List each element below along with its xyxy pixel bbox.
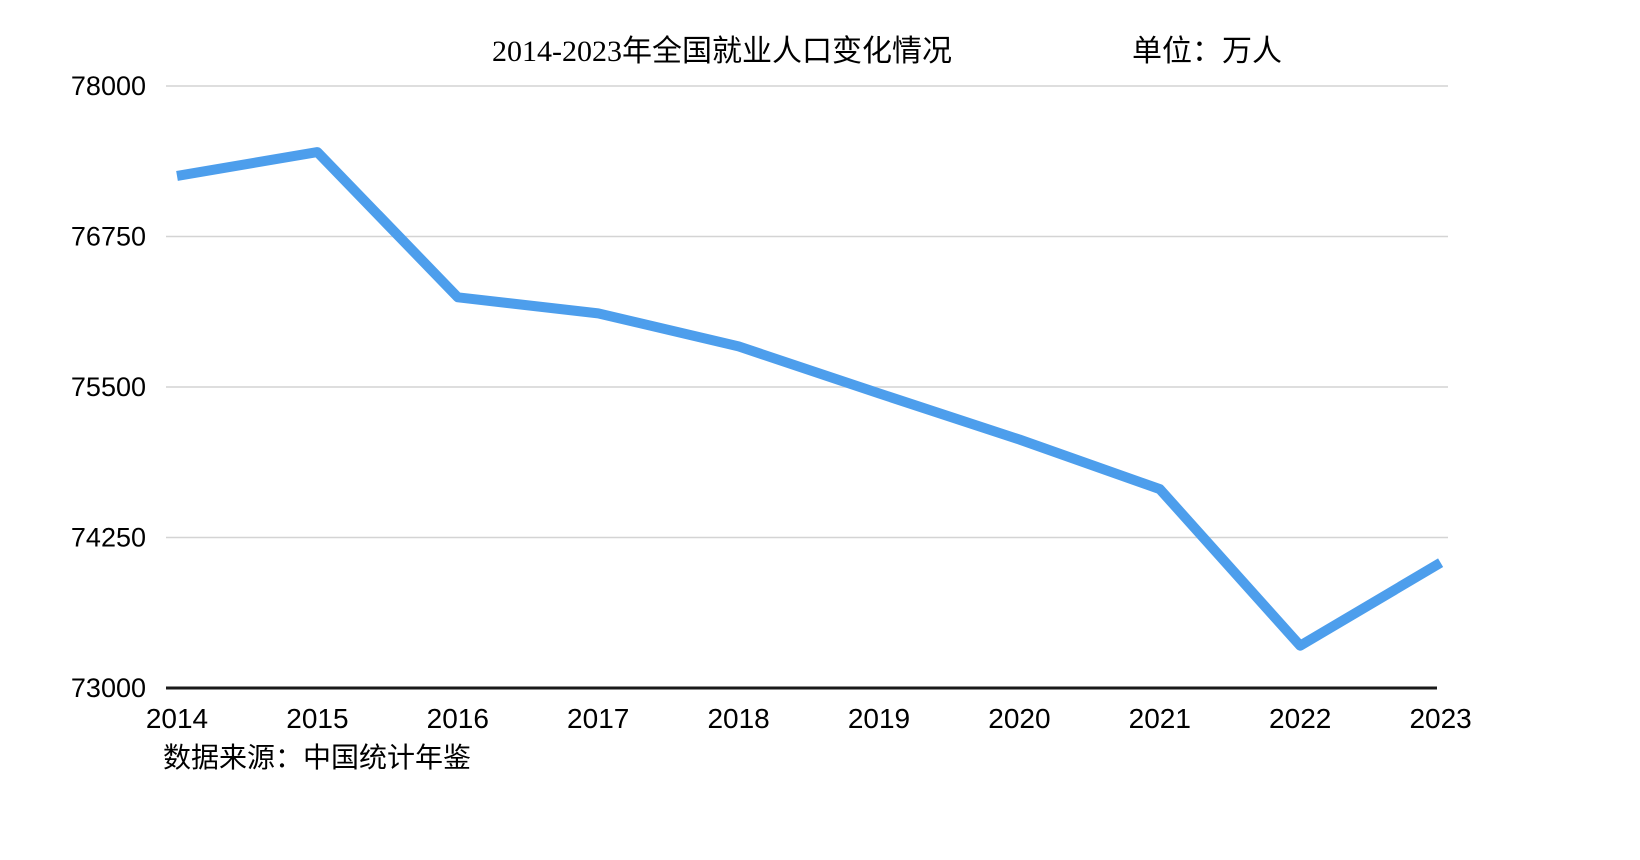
employment-line-series — [176, 147, 1444, 651]
x-tick-label: 2022 — [1269, 703, 1331, 734]
x-tick-label: 2016 — [427, 703, 489, 734]
x-tick-label: 2017 — [567, 703, 629, 734]
x-tick-label: 2014 — [146, 703, 208, 734]
x-tick-label: 2015 — [286, 703, 348, 734]
y-tick-label: 75500 — [71, 372, 146, 402]
x-tick-label: 2023 — [1409, 703, 1471, 734]
y-tick-label: 74250 — [71, 523, 146, 553]
chart-title: 2014-2023年全国就业人口变化情况 — [492, 35, 952, 68]
x-tick-label: 2019 — [848, 703, 910, 734]
unit-label: 单位：万人 — [1132, 35, 1282, 68]
y-tick-label: 76750 — [71, 222, 146, 252]
y-tick-label: 78000 — [71, 71, 146, 101]
x-tick-label: 2018 — [707, 703, 769, 734]
data-source: 数据来源：中国统计年鉴 — [163, 743, 472, 774]
x-tick-label: 2020 — [988, 703, 1050, 734]
y-tick-label: 73000 — [71, 673, 146, 703]
x-tick-label: 2021 — [1129, 703, 1191, 734]
